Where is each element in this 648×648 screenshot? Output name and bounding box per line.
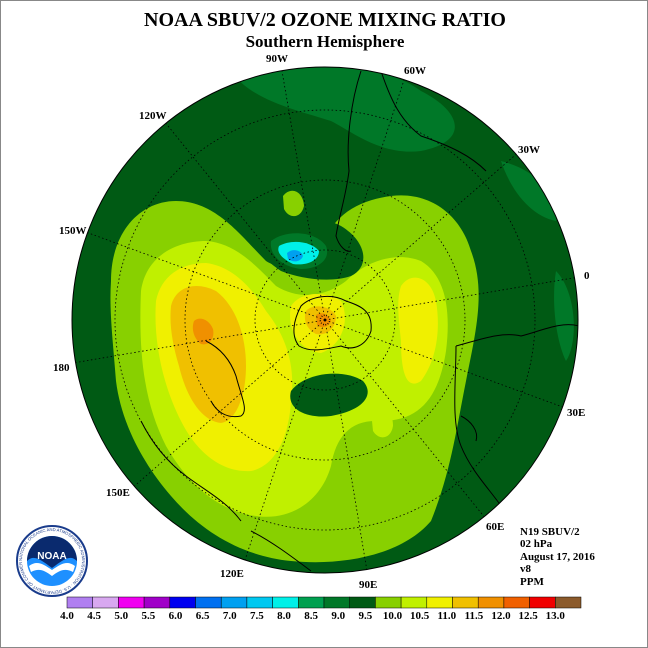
lon-label-30e: 30E — [567, 407, 585, 419]
colorbar-label: 13.0 — [546, 610, 566, 622]
colorbar-label: 10.5 — [410, 610, 430, 622]
colorbar-label: 7.5 — [250, 610, 264, 622]
info-panel: N19 SBUV/2 02 hPa August 17, 2016 v8 PPM — [520, 526, 595, 588]
colorbar-cell — [477, 596, 505, 609]
colorbar-cell — [195, 596, 222, 609]
info-date: August 17, 2016 — [520, 550, 595, 563]
lon-label-30w: 30W — [518, 144, 540, 156]
colorbar-label: 5.5 — [142, 610, 156, 622]
lon-label-120w: 120W — [139, 110, 167, 122]
lon-label-120e: 120E — [220, 568, 244, 580]
lon-label-90e: 90E — [359, 579, 377, 591]
info-units: PPM — [520, 575, 544, 588]
colorbar-label: 11.0 — [437, 610, 456, 622]
colorbar-label: 12.5 — [519, 610, 539, 622]
colorbar-cell — [555, 596, 582, 609]
colorbar-cell — [66, 596, 93, 609]
colorbar-cell — [220, 596, 248, 609]
colorbar-cell — [298, 596, 325, 609]
colorbar-cell — [375, 596, 402, 609]
colorbar-cell — [452, 596, 479, 609]
colorbar-label: 12.0 — [491, 610, 511, 622]
colorbar-cell — [503, 596, 530, 609]
colorbar-label: 6.0 — [169, 610, 183, 622]
ozone-field — [72, 67, 578, 573]
lon-label-60e: 60E — [486, 521, 504, 533]
noaa-logo-text: NOAA — [37, 551, 66, 562]
colorbar-label: 10.0 — [383, 610, 403, 622]
colorbar-cell — [118, 596, 145, 609]
lon-label-150w: 150W — [59, 225, 87, 237]
info-pressure: 02 hPa — [520, 538, 553, 551]
lon-label-0: 0 — [584, 270, 590, 282]
colorbar-label: 9.0 — [331, 610, 345, 622]
lon-label-90w: 90W — [266, 53, 288, 65]
colorbar-label: 9.5 — [359, 610, 373, 622]
colorbar-cell — [426, 596, 453, 609]
colorbar-label: 4.5 — [87, 610, 101, 622]
page-title: NOAA SBUV/2 OZONE MIXING RATIO — [144, 9, 506, 31]
colorbar-label: 7.0 — [223, 610, 237, 622]
colorbar-cell — [349, 596, 376, 609]
lon-label-150e: 150E — [106, 487, 130, 499]
colorbar-label: 11.5 — [465, 610, 484, 622]
colorbar-cell — [272, 596, 299, 609]
colorbar-cell — [529, 596, 556, 609]
colorbar-cell — [92, 596, 119, 609]
colorbar-cell — [143, 596, 171, 609]
page-subtitle: Southern Hemisphere — [245, 32, 405, 51]
colorbar-label: 5.0 — [114, 610, 128, 622]
colorbar-cell — [400, 596, 428, 609]
colorbar-label: 8.0 — [277, 610, 291, 622]
colorbar-cell — [323, 596, 350, 609]
colorbar-label: 4.0 — [60, 610, 74, 622]
lon-label-60w: 60W — [404, 65, 426, 77]
colorbar-cell — [246, 596, 273, 609]
colorbar-label: 8.5 — [304, 610, 318, 622]
colorbar-cell — [169, 596, 196, 609]
colorbar-label: 6.5 — [196, 610, 210, 622]
info-satellite: N19 SBUV/2 — [520, 526, 580, 538]
noaa-logo: NATIONAL OCEANIC AND ATMOSPHERIC ADMINIS… — [15, 524, 88, 597]
longitude-labels: 90W 60W 30W 0 30E 60E 90E 120E 150E 180 … — [53, 53, 590, 591]
info-version: v8 — [520, 563, 531, 576]
lon-label-180: 180 — [53, 362, 70, 374]
